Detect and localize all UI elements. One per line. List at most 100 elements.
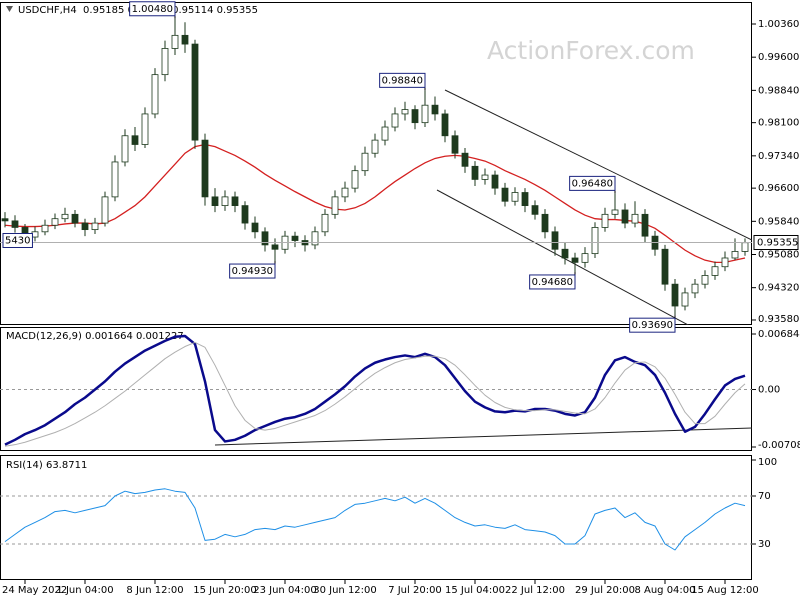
y-tick-label: 0.93580 (758, 314, 799, 325)
annotation-box (129, 1, 176, 17)
x-tick-label: 29 Jul 20:00 (575, 585, 635, 596)
candle-body (101, 196, 109, 224)
y-tick-label: 0.98840 (758, 85, 799, 96)
annotation-label: 5430 (5, 235, 30, 246)
candle-body (501, 187, 509, 202)
candle-body (561, 248, 569, 259)
candle-body (671, 283, 679, 307)
plot (4, 334, 746, 447)
candle-body (621, 209, 629, 224)
candle-body (191, 43, 199, 141)
candle-body (91, 222, 99, 231)
annotation-label: 0.94930 (232, 266, 273, 277)
x-tick-label: 15 Jun 20:00 (193, 585, 257, 596)
x-tick-label: 15 Aug 12:00 (691, 585, 758, 596)
candle-body (41, 224, 49, 233)
y-tick-label: 100 (758, 457, 777, 468)
macd-title: MACD(12,26,9) 0.001664 0.001227 (6, 331, 184, 342)
candle-body (111, 161, 119, 198)
candle-body (431, 104, 439, 115)
candle-body (571, 257, 579, 263)
candle-body (121, 135, 129, 163)
indicator-line (4, 334, 746, 446)
candle-body (261, 231, 269, 246)
rsi-panel (0, 455, 752, 580)
candle-body (201, 139, 209, 198)
candle-body (251, 222, 259, 233)
candle-body (71, 213, 79, 224)
candle-body (631, 213, 639, 224)
candle-body (461, 152, 469, 167)
candle-body (581, 253, 589, 263)
candle-body (271, 244, 279, 250)
x-tick-label: 22 Jul 12:00 (505, 585, 565, 596)
last-price-label: 0.95355 (757, 237, 798, 248)
y-tick-label: 0.006844 (758, 329, 800, 340)
candle-body (391, 113, 399, 128)
candle-body (411, 109, 419, 124)
candle-body (451, 135, 459, 154)
x-tick-label: 24 May 2022 (2, 585, 67, 596)
candle-body (641, 213, 649, 237)
macd-trendline (214, 427, 753, 446)
annotation-label: 0.94680 (532, 277, 573, 288)
y-tick-label: -0.007086 (758, 440, 800, 451)
candle-body (721, 257, 729, 268)
candle-body (421, 104, 429, 124)
y-tick-label: 70 (758, 491, 771, 502)
y-tick-label: 0.00 (758, 385, 780, 396)
candle-body (361, 152, 369, 172)
indicator-line (4, 488, 746, 551)
macd-panel (0, 327, 752, 451)
y-tick-label: 0.94320 (758, 283, 799, 294)
candle-body (441, 113, 449, 137)
candle-body (711, 266, 719, 276)
y-tick-label: 0.96600 (758, 183, 799, 194)
candle-body (741, 242, 749, 252)
candle-body (511, 192, 519, 202)
x-tick-label: 30 Jun 12:00 (313, 585, 377, 596)
last-price-box (753, 234, 799, 250)
channel-upper (444, 89, 752, 241)
candle-body (681, 292, 689, 307)
x-tick-label: 1 Jun 04:00 (56, 585, 113, 596)
x-tick-label: 8 Aug 04:00 (634, 585, 695, 596)
candle-body (491, 174, 499, 189)
y-tick-label: 0.97340 (758, 151, 799, 162)
indicator-line (4, 341, 746, 447)
y-tick-label: 0.95840 (758, 216, 799, 227)
header-icon (6, 6, 13, 12)
candle-body (371, 139, 379, 154)
annotation-box (629, 317, 676, 333)
candle-body (11, 220, 19, 228)
candle-body (481, 174, 489, 180)
candle-body (551, 231, 559, 250)
candle-body (1, 218, 9, 222)
annotation-label: 0.96480 (572, 178, 613, 189)
candle-body (311, 231, 319, 246)
candle-body (221, 196, 229, 207)
y-tick-label: 0.95080 (758, 249, 799, 260)
annotation-label: 1.00480 (132, 4, 173, 15)
candle-body (331, 196, 339, 215)
x-tick-label: 7 Jul 20:00 (388, 585, 442, 596)
candle-body (731, 251, 739, 259)
candle-body (51, 218, 59, 226)
candle-body (611, 209, 619, 215)
x-tick-label: 8 Jun 12:00 (126, 585, 183, 596)
plot (1, 18, 749, 316)
candle-body (231, 196, 239, 207)
watermark: ActionForex.com (487, 36, 695, 65)
y-tick-label: 1.00360 (758, 19, 799, 30)
candle-body (211, 196, 219, 207)
candle-body (701, 275, 709, 285)
x-tick-label: 23 Jun 04:00 (253, 585, 317, 596)
annotation-label: 0.98840 (382, 75, 423, 86)
plot (4, 488, 746, 551)
candle-body (171, 34, 179, 49)
candle-body (161, 48, 169, 76)
annotation-box (2, 232, 33, 248)
candle-body (61, 213, 69, 220)
candle-body (591, 227, 599, 255)
